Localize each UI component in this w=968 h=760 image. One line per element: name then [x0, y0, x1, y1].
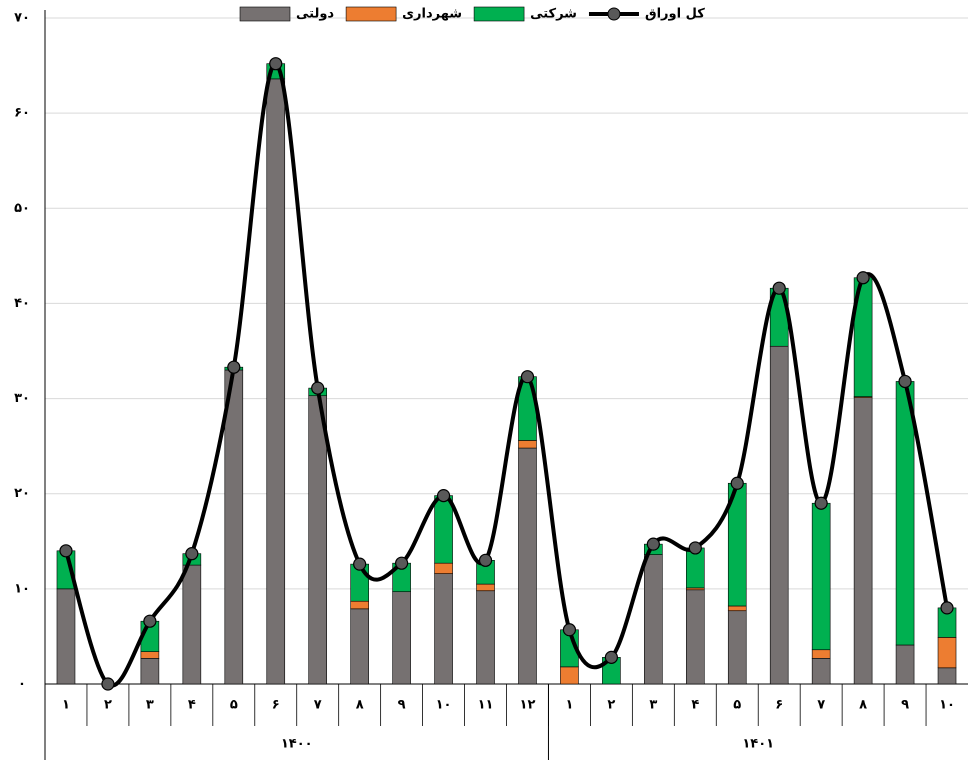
- total-marker: [730, 476, 744, 490]
- legend-swatch: [345, 6, 397, 22]
- x-tick-label: ۳: [146, 698, 154, 713]
- total-marker: [856, 271, 870, 285]
- bar-segment: [811, 649, 831, 659]
- x-tick-label: ۱۱: [478, 698, 494, 713]
- total-marker: [227, 360, 241, 374]
- x-tick-label: ۱: [62, 698, 70, 713]
- bar-segment: [727, 610, 747, 685]
- bar-segment: [182, 564, 202, 685]
- x-tick-label: ۴: [691, 698, 699, 713]
- x-tick-label: ۶: [775, 698, 783, 713]
- total-marker: [814, 496, 828, 510]
- total-marker: [688, 541, 702, 555]
- x-tick-label: ۹: [901, 698, 909, 713]
- bar-segment: [518, 447, 537, 685]
- bar-segment: [140, 658, 160, 685]
- y-tick-label: ۳۰: [14, 391, 30, 406]
- y-tick-label: ۶۰: [14, 106, 30, 121]
- total-marker: [772, 281, 786, 295]
- x-tick-label: ۲: [104, 698, 112, 713]
- bar-segment: [811, 502, 831, 651]
- total-marker: [898, 374, 912, 389]
- bar-segment: [937, 667, 957, 685]
- bar-segment: [644, 554, 663, 685]
- bar-segment: [476, 590, 495, 685]
- bar-segment: [350, 600, 369, 610]
- legend-swatch: [607, 7, 621, 21]
- y-tick-label: ۰: [18, 677, 26, 692]
- y-tick-label: ۴۰: [14, 296, 30, 311]
- total-marker: [143, 614, 157, 628]
- total-marker: [520, 370, 535, 384]
- x-tick-label: ۶: [272, 698, 280, 713]
- legend-label: کل اوراق: [645, 7, 705, 22]
- x-tick-label: ۳: [649, 698, 657, 713]
- y-tick-label: ۷۰: [14, 11, 30, 26]
- bar-segment: [518, 440, 537, 449]
- bar-segment: [895, 381, 915, 646]
- bar-segment: [476, 583, 495, 592]
- bar-segment: [685, 589, 705, 685]
- total-marker: [940, 601, 954, 615]
- total-marker: [646, 537, 660, 551]
- total-marker: [269, 57, 283, 71]
- bar-segment: [434, 562, 453, 574]
- x-tick-label: ۷: [817, 698, 825, 713]
- total-marker: [185, 547, 199, 561]
- bar-segment: [769, 345, 789, 685]
- total-marker: [395, 556, 409, 570]
- x-tick-label: ۸: [356, 698, 364, 713]
- y-tick-label: ۱۰: [14, 581, 30, 596]
- bar-segment: [308, 395, 328, 685]
- group-label: ۱۴۰۰: [281, 737, 313, 752]
- bar-segment: [56, 588, 76, 685]
- x-tick-label: ۷: [314, 698, 322, 713]
- legend-label: دولتی: [296, 7, 334, 22]
- bar-segment: [224, 369, 244, 685]
- total-marker: [101, 677, 115, 691]
- bar-segment: [140, 651, 160, 659]
- legend-swatch: [239, 6, 291, 22]
- bar-segment: [434, 573, 453, 685]
- x-tick-label: ۵: [733, 698, 741, 713]
- x-tick-label: ۸: [859, 698, 867, 713]
- bar-segment: [560, 666, 579, 685]
- group-label: ۱۴۰۱: [742, 737, 774, 752]
- x-tick-label: ۱۰: [436, 698, 452, 713]
- bar-segment: [811, 658, 831, 685]
- total-marker: [311, 381, 325, 395]
- legend-swatch: [473, 6, 525, 22]
- bar-segment: [434, 495, 453, 564]
- total-marker: [353, 557, 367, 571]
- x-tick-label: ۵: [230, 698, 238, 713]
- bar-segment: [895, 644, 915, 685]
- total-marker: [562, 623, 577, 637]
- x-tick-label: ۴: [188, 698, 196, 713]
- x-tick-label: ۲: [607, 698, 615, 713]
- y-tick-label: ۵۰: [14, 201, 30, 216]
- bar-segment: [392, 591, 411, 685]
- x-tick-label: ۱۲: [520, 698, 536, 713]
- total-marker: [478, 553, 493, 567]
- x-tick-label: ۱: [565, 698, 573, 713]
- total-marker: [436, 489, 451, 503]
- y-tick-label: ۲۰: [14, 486, 30, 501]
- bar-segment: [266, 78, 286, 685]
- x-tick-label: ۱۰: [939, 698, 955, 713]
- legend-label: شهرداری: [402, 7, 462, 22]
- x-tick-label: ۹: [398, 698, 406, 713]
- bar-segment: [937, 637, 957, 669]
- bar-segment: [350, 608, 369, 685]
- total-marker: [59, 544, 73, 558]
- total-marker: [604, 650, 618, 664]
- legend-label: شرکتی: [530, 7, 577, 22]
- bar-segment: [727, 605, 747, 612]
- bar-segment: [853, 397, 873, 685]
